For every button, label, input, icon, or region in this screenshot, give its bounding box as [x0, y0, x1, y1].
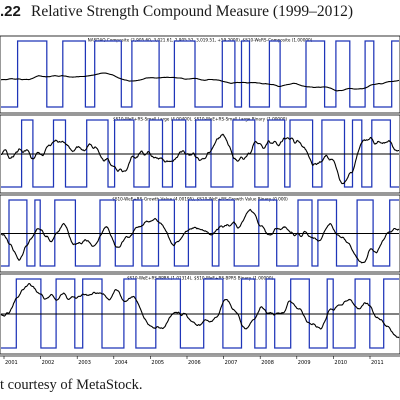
panel-4-oscillator-series [0, 283, 400, 339]
figure-number: .22 [0, 3, 21, 20]
x-tick-label-2010: 2010 [334, 360, 347, 366]
x-tick-label-2006: 2006 [188, 360, 201, 366]
panel-3-oscillator-series [0, 208, 400, 264]
x-tick-label-2005: 2005 [151, 360, 164, 366]
panel-2-frame [0, 114, 400, 194]
x-tick-label-2004: 2004 [115, 360, 128, 366]
figure-heading: .22 Relative Strength Compound Measure (… [0, 2, 400, 24]
panel-frames [0, 35, 400, 355]
figure-title: Relative Strength Compound Measure (1999… [31, 3, 354, 20]
panel-1-frame [0, 35, 400, 114]
x-axis: 2001 2002 2003 2004 2005 2006 2007 2008 2009 2010… [0, 355, 400, 366]
panel-3-frame [0, 194, 400, 273]
panel-1-label: NASDAQ Composite (2,905.60, 3,021.61, 2,… [88, 38, 313, 43]
x-tick-label-2007: 2007 [225, 360, 238, 366]
x-tick-label-2002: 2002 [42, 360, 55, 366]
x-tick-label-2003: 2003 [78, 360, 91, 366]
panel-2-oscillator-series [1, 133, 399, 185]
x-tick-label-2009: 2009 [298, 360, 311, 366]
x-tick-label-2008: 2008 [261, 360, 274, 366]
figure-credit: t courtesy of MetaStock. [0, 377, 143, 393]
panel-4-plot: $S10-WeE+RS-BPRS (1.01314), $S10-WeE+RS-… [0, 276, 400, 349]
x-tick-label-2001: 2001 [5, 360, 18, 366]
panel-1-price-series [1, 72, 400, 92]
panel-4-frame [0, 273, 400, 355]
panel-4-label: $S10-WeE+RS-BPRS (1.01314), $S10-WeE+RS-… [127, 276, 274, 281]
x-tick-label-2011: 2011 [371, 360, 384, 366]
panel-2-binary-series [1, 119, 399, 188]
panel-3-plot: $S10-WeE+RS-Growth Value (4.00195), $S10… [0, 197, 400, 267]
panel-2-label: $S10-WeE+RS-Small Large (4.00400), $S10-… [113, 117, 288, 122]
panel-1-binary-series [1, 40, 399, 108]
panel-3-label: $S10-WeE+RS-Growth Value (4.00195), $S10… [112, 197, 288, 202]
panel-2-plot: $S10-WeE+RS-Small Large (4.00400), $S10-… [1, 117, 399, 188]
panel-1-plot: NASDAQ Composite (2,905.60, 3,021.61, 2,… [1, 38, 400, 108]
